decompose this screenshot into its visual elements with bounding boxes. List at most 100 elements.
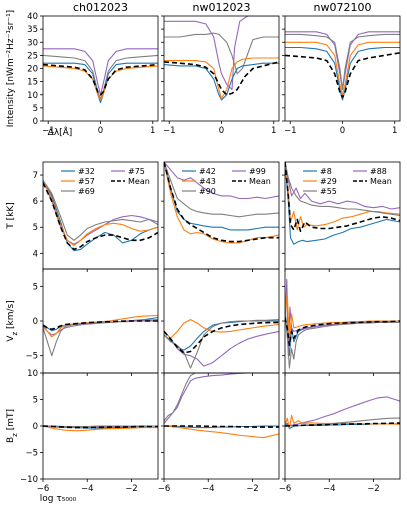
legend-label: #29 (320, 177, 337, 186)
x-tick-label: 0 (219, 126, 224, 136)
x-tick-label: −1 (42, 126, 55, 136)
panel-temperature-1: 4 5 6 7 #32 #75 #57 Mean #69 (33, 161, 159, 272)
y-tick-label: 0 (33, 422, 38, 432)
series-line-n90 (164, 319, 279, 369)
plot-area (43, 48, 158, 104)
y-tick-label: 35 (27, 25, 38, 35)
y-tick-label: 10 (27, 369, 38, 379)
y-tick-label: 5 (33, 104, 38, 114)
x-tick-label: −4 (202, 484, 215, 494)
panel-bz-1: −6 −4 −2 −10 −5 0 5 10 (20, 369, 159, 494)
x-tick-label: −6 (279, 484, 292, 494)
y-tick-label: 10 (27, 91, 38, 101)
panel-temperature-3: #8 #88 #29 Mean #55 (282, 161, 401, 272)
x-tick-label: −2 (246, 484, 259, 494)
x-tick-label: 1 (392, 126, 397, 136)
series-line-mean (164, 61, 279, 96)
x-tick-label: −6 (37, 484, 50, 494)
x-tick-label: −1 (163, 126, 176, 136)
series-line-series-1 (285, 31, 400, 91)
plot-area (285, 31, 400, 101)
series-line-mean (164, 425, 279, 428)
axes-frame (42, 15, 159, 122)
series-line-mean (285, 162, 400, 232)
series-line-n88 (285, 162, 400, 210)
x-axis-label: log τ₅₀₀₀ (40, 494, 77, 504)
series-line-n88 (285, 396, 400, 427)
series-line-series-4 (285, 41, 400, 96)
series-line-n57 (43, 314, 158, 338)
series-line-mean (43, 182, 158, 251)
panel-title: ch012023 (73, 1, 128, 14)
x-tick-label: −4 (81, 484, 94, 494)
series-line-mean (164, 162, 279, 243)
legend-label: #75 (128, 167, 145, 176)
panel-vz-3 (282, 268, 401, 376)
series-line-n99 (164, 162, 279, 200)
x-tick-label: 0 (340, 126, 345, 136)
y-axis-label: Vz [km/s] (6, 300, 19, 341)
legend-label: #32 (78, 167, 95, 176)
y-tick-label: 5 (33, 282, 38, 292)
series-line-n69 (43, 179, 158, 241)
legend-label: #55 (320, 187, 337, 196)
legend: #8 #88 #29 Mean #55 (303, 167, 392, 196)
panel-intensity-2: −1 0 1 nw012023 (161, 1, 280, 136)
series-line-mean (43, 425, 158, 429)
x-tick-label: −4 (323, 484, 336, 494)
series-line-n43 (164, 162, 279, 244)
legend-label: #88 (370, 167, 387, 176)
series-line-series-2 (43, 54, 158, 100)
y-axis-label: Intensity [nWm⁻²Hz⁻¹sr⁻¹] (6, 10, 16, 127)
plot-area (164, 162, 279, 244)
series-line-series-4 (43, 65, 158, 101)
panel-vz-1: −5 0 5 (25, 268, 159, 376)
series-line-mean (43, 320, 158, 331)
series-line-n57 (43, 180, 158, 247)
y-tick-label: 6 (33, 197, 38, 207)
legend-label: #99 (249, 167, 266, 176)
series-line-series-4 (164, 57, 279, 100)
series-line-series-3 (285, 46, 400, 101)
legend-label: Mean (249, 177, 271, 186)
series-line-series-3 (43, 62, 158, 104)
series-line-n99 (164, 330, 279, 367)
series-line-series-1 (43, 48, 158, 96)
y-tick-label: −10 (20, 475, 38, 485)
axes-frame (163, 15, 280, 122)
y-tick-label: −5 (25, 449, 38, 459)
series-line-n8 (285, 314, 400, 357)
series-line-series-2 (285, 33, 400, 91)
legend: #32 #75 #57 Mean #69 (61, 167, 150, 196)
series-line-mean (285, 422, 400, 427)
panel-vz-2 (161, 268, 280, 376)
x-tick-label: −6 (158, 484, 171, 494)
y-tick-label: 30 (27, 38, 38, 48)
y-tick-label: 5 (33, 223, 38, 233)
series-line-n90 (164, 373, 196, 424)
series-line-series-3 (164, 62, 279, 101)
series-line-series-2 (164, 32, 279, 75)
y-tick-label: −5 (25, 352, 38, 362)
series-line-series-1 (164, 16, 279, 91)
series-line-n43 (164, 425, 279, 439)
y-tick-label: 40 (27, 12, 38, 22)
series-line-n29 (285, 292, 400, 343)
plot-area (43, 425, 158, 432)
y-axis-label: Bz [mT] (6, 409, 19, 443)
x-tick-label: 1 (271, 126, 276, 136)
y-axis-label: T [kK] (6, 202, 16, 230)
series-line-mean (285, 317, 400, 347)
plot-area (164, 319, 279, 369)
series-line-n8 (285, 162, 400, 245)
x-tick-label: −2 (367, 484, 380, 494)
panel-title: nw012023 (193, 1, 251, 14)
y-tick-label: 5 (33, 396, 38, 406)
y-tick-label: 7 (33, 171, 38, 181)
series-line-mean (164, 321, 279, 354)
x-axis-label: Δλ[Å] (48, 126, 73, 138)
plot-area (285, 396, 400, 430)
legend-label: #43 (199, 177, 216, 186)
